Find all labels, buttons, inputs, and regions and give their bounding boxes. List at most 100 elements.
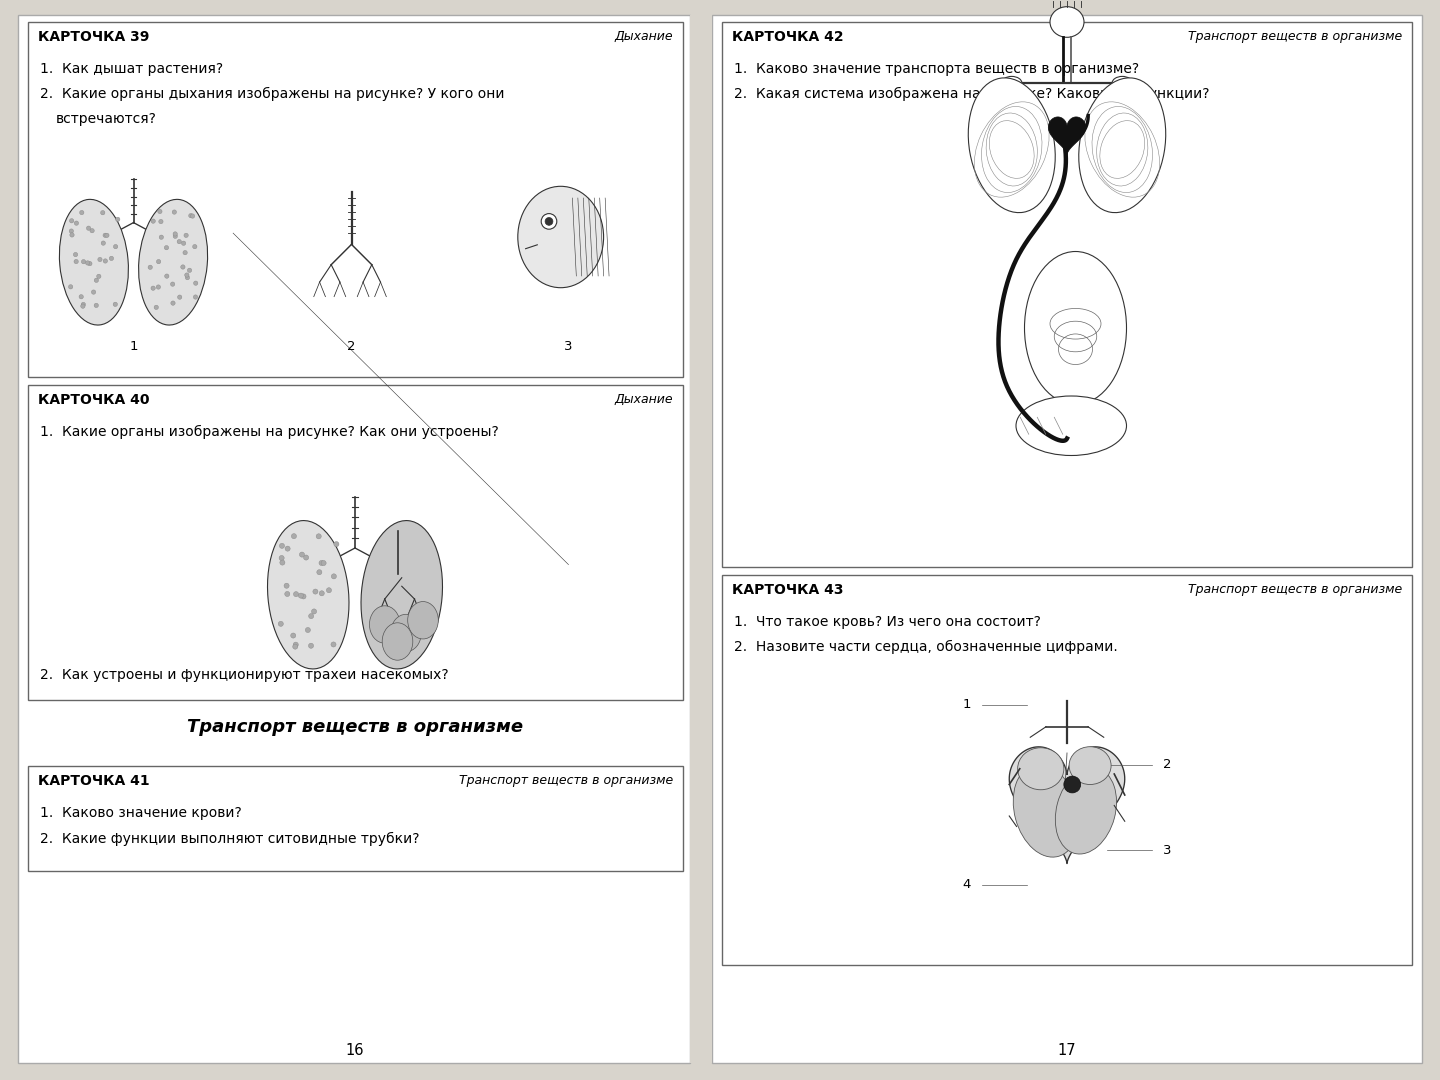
Ellipse shape [278, 621, 284, 626]
Ellipse shape [94, 279, 98, 283]
Ellipse shape [104, 259, 108, 264]
Ellipse shape [193, 244, 197, 248]
Ellipse shape [101, 211, 105, 215]
Ellipse shape [546, 217, 553, 226]
Ellipse shape [73, 259, 78, 264]
Ellipse shape [183, 251, 187, 255]
Text: 1.  Какие органы изображены на рисунке? Как они устроены?: 1. Какие органы изображены на рисунке? К… [40, 426, 498, 440]
Ellipse shape [114, 244, 118, 248]
Text: 1: 1 [130, 340, 138, 353]
Text: КАРТОЧКА 41: КАРТОЧКА 41 [37, 774, 150, 788]
Ellipse shape [292, 644, 298, 649]
Bar [27, 384, 683, 700]
Text: 2.  Какие функции выполняют ситовидные трубки?: 2. Какие функции выполняют ситовидные тр… [40, 832, 419, 846]
Ellipse shape [308, 644, 314, 648]
Text: Транспорт веществ в организме: Транспорт веществ в организме [459, 774, 672, 787]
Ellipse shape [284, 583, 289, 589]
Ellipse shape [1068, 746, 1112, 784]
Text: встречаются?: встречаются? [56, 112, 157, 126]
Ellipse shape [382, 623, 413, 660]
Ellipse shape [173, 232, 177, 237]
Ellipse shape [334, 541, 338, 546]
PathPatch shape [1009, 747, 1125, 864]
Bar [690, 15, 711, 1063]
Bar [721, 575, 1413, 966]
Ellipse shape [151, 219, 156, 224]
Ellipse shape [320, 561, 324, 566]
Ellipse shape [96, 274, 101, 279]
Ellipse shape [1112, 77, 1132, 90]
Ellipse shape [79, 211, 84, 215]
Ellipse shape [190, 214, 194, 218]
Bar [17, 15, 690, 1063]
Ellipse shape [158, 210, 163, 214]
Ellipse shape [291, 633, 295, 638]
Ellipse shape [317, 569, 323, 575]
Text: КАРТОЧКА 40: КАРТОЧКА 40 [37, 393, 150, 407]
Text: КАРТОЧКА 39: КАРТОЧКА 39 [37, 30, 150, 44]
Bar [27, 22, 683, 377]
Text: 1.  Каково значение крови?: 1. Каково значение крови? [40, 806, 242, 820]
Text: Дыхание: Дыхание [615, 30, 672, 43]
Ellipse shape [408, 602, 438, 639]
Ellipse shape [311, 609, 317, 615]
Text: 16: 16 [346, 1043, 364, 1058]
Ellipse shape [1056, 768, 1116, 854]
Ellipse shape [81, 303, 85, 308]
Ellipse shape [1050, 6, 1084, 38]
Ellipse shape [138, 200, 207, 325]
Ellipse shape [170, 282, 174, 286]
Text: 3: 3 [1162, 843, 1171, 856]
Text: 17: 17 [1058, 1043, 1076, 1058]
Ellipse shape [101, 241, 105, 245]
Text: 1: 1 [963, 699, 971, 712]
Ellipse shape [184, 233, 189, 238]
Ellipse shape [184, 273, 189, 278]
Text: 2: 2 [1162, 758, 1171, 771]
Ellipse shape [173, 234, 177, 239]
Ellipse shape [73, 253, 78, 257]
Bar [711, 15, 1423, 1063]
Text: 2.  Какая система изображена на рисунке? Каковы её функции?: 2. Какая система изображена на рисунке? … [734, 87, 1210, 102]
Ellipse shape [79, 295, 84, 299]
Ellipse shape [115, 217, 120, 221]
Text: Транспорт веществ в организме: Транспорт веществ в организме [1188, 583, 1403, 596]
Text: 1.  Что такое кровь? Из чего она состоит?: 1. Что такое кровь? Из чего она состоит? [734, 615, 1041, 629]
Ellipse shape [268, 521, 348, 669]
Text: 2.  Какие органы дыхания изображены на рисунке? У кого они: 2. Какие органы дыхания изображены на ри… [40, 87, 504, 102]
Ellipse shape [86, 226, 91, 230]
Bar [721, 22, 1413, 567]
Ellipse shape [370, 606, 400, 644]
Text: 3: 3 [564, 340, 573, 353]
Ellipse shape [321, 561, 325, 566]
Text: 4: 4 [963, 878, 971, 891]
Ellipse shape [193, 295, 197, 299]
Ellipse shape [294, 592, 298, 596]
Ellipse shape [1017, 396, 1126, 456]
Ellipse shape [69, 233, 73, 238]
Ellipse shape [69, 218, 73, 222]
Ellipse shape [300, 552, 304, 557]
Ellipse shape [164, 245, 168, 249]
Ellipse shape [59, 200, 128, 325]
Ellipse shape [285, 546, 291, 551]
Ellipse shape [82, 259, 86, 264]
Ellipse shape [148, 265, 153, 269]
Ellipse shape [361, 521, 442, 669]
Ellipse shape [177, 240, 181, 244]
Ellipse shape [279, 555, 284, 561]
Ellipse shape [541, 214, 557, 229]
Ellipse shape [327, 588, 331, 593]
Ellipse shape [301, 594, 307, 599]
Ellipse shape [181, 265, 186, 269]
Ellipse shape [304, 555, 308, 561]
Ellipse shape [104, 233, 108, 238]
Ellipse shape [105, 233, 109, 238]
Ellipse shape [164, 274, 168, 279]
Ellipse shape [156, 285, 160, 289]
Ellipse shape [88, 261, 92, 266]
Ellipse shape [308, 613, 314, 619]
Ellipse shape [75, 221, 79, 226]
Ellipse shape [312, 589, 318, 594]
Ellipse shape [173, 210, 177, 214]
